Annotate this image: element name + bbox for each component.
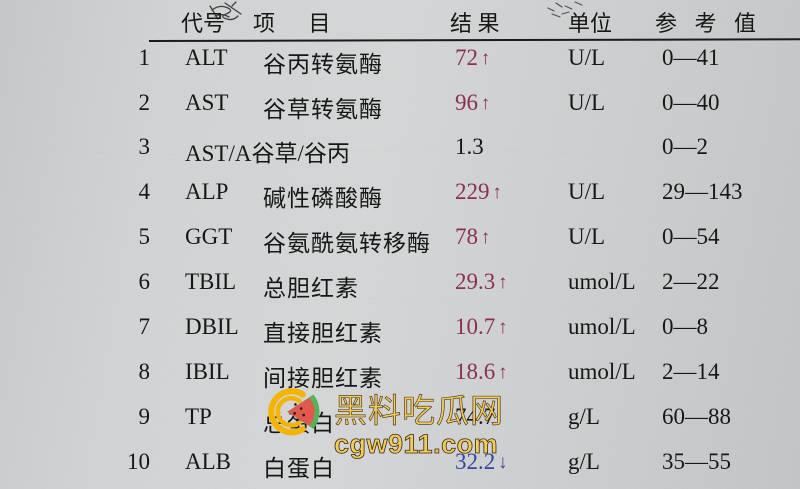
svg-text:cgw911.com: cgw911.com	[334, 429, 498, 459]
svg-text:黑料吃瓜网: 黑料吃瓜网	[334, 392, 504, 429]
